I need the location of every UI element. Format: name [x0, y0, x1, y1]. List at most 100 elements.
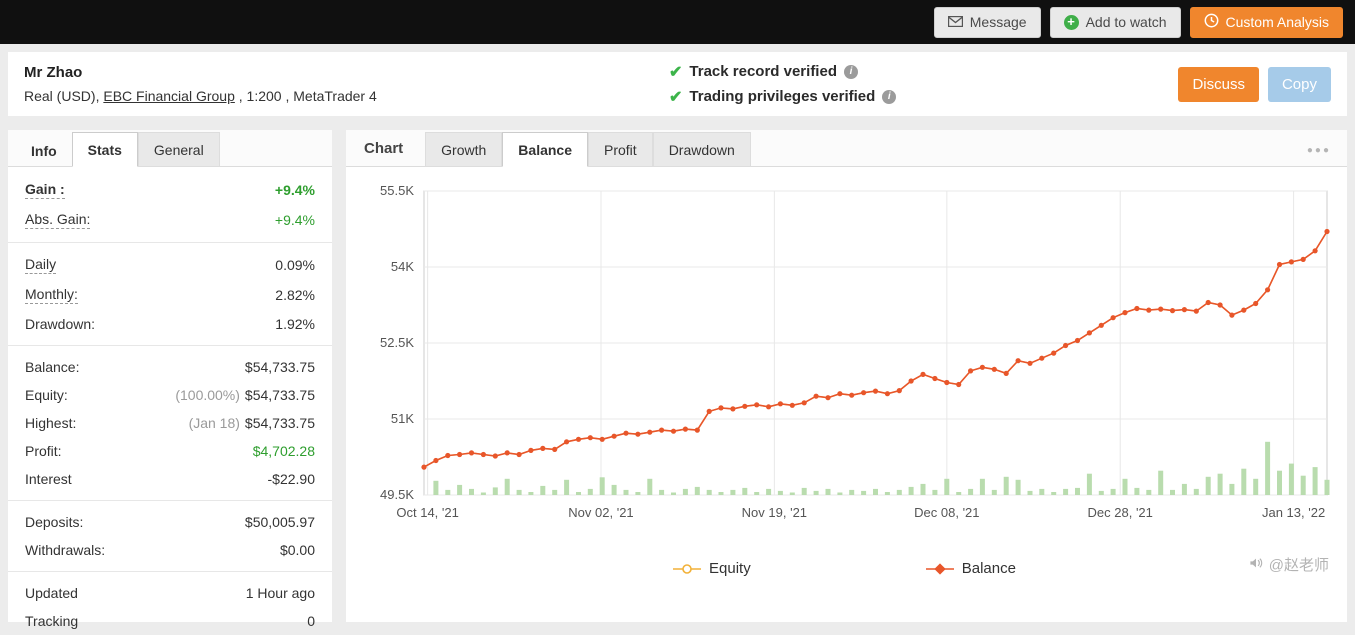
account-name: Mr Zhao: [24, 64, 83, 81]
svg-text:49.5K: 49.5K: [380, 487, 414, 502]
stat-label-daily[interactable]: Daily: [25, 256, 57, 274]
chart-tab-growth[interactable]: Growth: [425, 132, 503, 167]
stat-row-abs-gain: Abs. Gain: +9.4%: [8, 205, 332, 235]
envelope-icon: [947, 14, 963, 30]
stat-row-monthly: Monthly: 2.82%: [8, 280, 332, 310]
stat-row-tracking: Tracking 0: [8, 607, 332, 635]
account-details: Real (USD), EBC Financial Group , 1:200 …: [24, 88, 669, 104]
stat-label-balance: Balance:: [25, 359, 80, 375]
stat-row-gain: Gain : +9.4%: [8, 175, 332, 205]
svg-text:Oct 14, '21: Oct 14, '21: [396, 505, 458, 520]
message-label: Message: [969, 14, 1027, 30]
chart-tab-drawdown[interactable]: Drawdown: [652, 132, 751, 167]
stats-panel: Info Stats General Gain : +9.4% Abs. Gain: +9…: [8, 130, 332, 629]
add-to-watch-button[interactable]: + Add to watch: [1049, 6, 1181, 38]
stat-value-wrap-profit: $4,702.28: [253, 443, 315, 459]
stat-label-abs-gain[interactable]: Abs. Gain:: [25, 211, 91, 229]
stat-value-highest: $54,733.75: [244, 415, 315, 431]
chart-tab-group: Growth Balance Profit Drawdown: [425, 132, 751, 167]
stat-value-drawdown: 1.92%: [275, 316, 315, 332]
stat-value-daily: 0.09%: [275, 257, 315, 273]
stat-label-gain[interactable]: Gain :: [25, 181, 65, 199]
stat-value-wrap-tracking: 0: [307, 613, 315, 629]
stat-value-balance: $54,733.75: [244, 359, 315, 375]
stat-label-updated: Updated: [25, 585, 78, 601]
svg-text:55.5K: 55.5K: [380, 183, 414, 198]
discuss-button[interactable]: Discuss: [1178, 66, 1259, 102]
account-type: Real (USD),: [24, 88, 104, 104]
divider: [8, 571, 332, 572]
verification-block: ✔ Track record verified i ✔ Trading priv…: [669, 62, 897, 107]
svg-text:51K: 51K: [391, 411, 414, 426]
chart-legend: Equity Balance: [352, 560, 1337, 577]
stat-value-wrap-drawdown: 1.92%: [275, 316, 315, 332]
stat-row-daily: Daily 0.09%: [8, 250, 332, 280]
trading-privileges-label: Trading privileges verified: [689, 88, 876, 105]
watermark-text: @赵老师: [1268, 557, 1329, 574]
svg-text:Jan 13, '22: Jan 13, '22: [1262, 505, 1325, 520]
stat-value-tracking: 0: [307, 613, 315, 629]
stat-value-withdrawals: $0.00: [279, 542, 315, 558]
track-record-label: Track record verified: [689, 63, 837, 80]
legend-label-balance: Balance: [961, 560, 1016, 577]
plus-icon: +: [1063, 14, 1079, 30]
tab-stats[interactable]: Stats: [71, 132, 138, 167]
stat-value-wrap-updated: 1 Hour ago: [246, 585, 315, 601]
divider: [8, 242, 332, 243]
stat-label-monthly[interactable]: Monthly:: [25, 286, 78, 304]
tab-info[interactable]: Info: [31, 143, 57, 159]
more-options-icon[interactable]: ●●●: [1306, 145, 1331, 156]
stat-row-deposits: Deposits: $50,005.97: [8, 508, 332, 536]
stat-label-profit: Profit:: [25, 443, 62, 459]
check-icon: ✔: [669, 63, 683, 81]
svg-text:Dec 28, '21: Dec 28, '21: [1088, 505, 1153, 520]
stat-label-drawdown: Drawdown:: [25, 316, 96, 332]
stat-label-highest: Highest:: [25, 415, 77, 431]
copy-button[interactable]: Copy: [1267, 66, 1331, 102]
stat-pre-highest: (Jan 18): [188, 415, 240, 431]
stat-value-monthly: 2.82%: [275, 287, 315, 303]
legend-equity[interactable]: Equity: [673, 560, 751, 577]
chart-panel: Chart Growth Balance Profit Drawdown ●●● 49…: [346, 130, 1347, 622]
main-content: Info Stats General Gain : +9.4% Abs. Gain: +9…: [8, 130, 1347, 629]
stat-value-wrap-withdrawals: $0.00: [280, 542, 315, 558]
info-icon[interactable]: i: [882, 89, 897, 104]
legend-balance[interactable]: Balance: [925, 560, 1016, 577]
info-icon[interactable]: i: [843, 64, 858, 79]
stat-pre-equity: (100.00%): [175, 387, 240, 403]
svg-text:Nov 19, '21: Nov 19, '21: [742, 505, 807, 520]
custom-analysis-button[interactable]: Custom Analysis: [1189, 6, 1343, 38]
stat-row-withdrawals: Withdrawals: $0.00: [8, 536, 332, 564]
chart-title: Chart: [364, 140, 404, 157]
balance-marker-icon: [925, 562, 954, 575]
track-record-verified-row: ✔ Track record verified i: [669, 62, 896, 82]
chart-tab-balance[interactable]: Balance: [502, 132, 588, 167]
stat-value-deposits: $50,005.97: [244, 514, 315, 530]
svg-text:54K: 54K: [391, 259, 414, 274]
stat-row-profit: Profit: $4,702.28: [8, 437, 332, 465]
stat-row-updated: Updated 1 Hour ago: [8, 579, 332, 607]
stat-label-interest: Interest: [25, 471, 72, 487]
add-to-watch-label: Add to watch: [1085, 14, 1167, 30]
trading-privileges-verified-row: ✔ Trading privileges verified i: [669, 87, 897, 107]
stat-row-drawdown: Drawdown: 1.92%: [8, 310, 332, 338]
stat-value-abs-gain: +9.4%: [274, 212, 315, 228]
stat-label-withdrawals: Withdrawals:: [25, 542, 106, 558]
stat-row-interest: Interest -$22.90: [8, 465, 332, 493]
tab-general[interactable]: General: [137, 132, 220, 167]
stat-value-gain: +9.4%: [274, 182, 315, 198]
stat-value-wrap-abs-gain: +9.4%: [275, 212, 315, 228]
check-icon: ✔: [669, 88, 683, 106]
stat-value-wrap-monthly: 2.82%: [275, 287, 315, 303]
stat-value-wrap-balance: $54,733.75: [245, 359, 315, 375]
stat-row-highest: Highest: (Jan 18) $54,733.75: [8, 409, 332, 437]
chart-tab-profit[interactable]: Profit: [588, 132, 653, 167]
stat-value-updated: 1 Hour ago: [245, 585, 315, 601]
speaker-icon: [1248, 555, 1264, 575]
stat-row-equity: Equity: (100.00%) $54,733.75: [8, 381, 332, 409]
chart-area: 49.5K 51K 52.5K 54K 55.5K Oct 14, '21 Nov 02, …: [346, 167, 1347, 577]
message-button[interactable]: Message: [933, 6, 1041, 38]
broker-link[interactable]: EBC Financial Group: [103, 88, 235, 104]
clock-icon: [1204, 13, 1219, 31]
topbar: Message + Add to watch Custom Analysis: [0, 0, 1355, 44]
